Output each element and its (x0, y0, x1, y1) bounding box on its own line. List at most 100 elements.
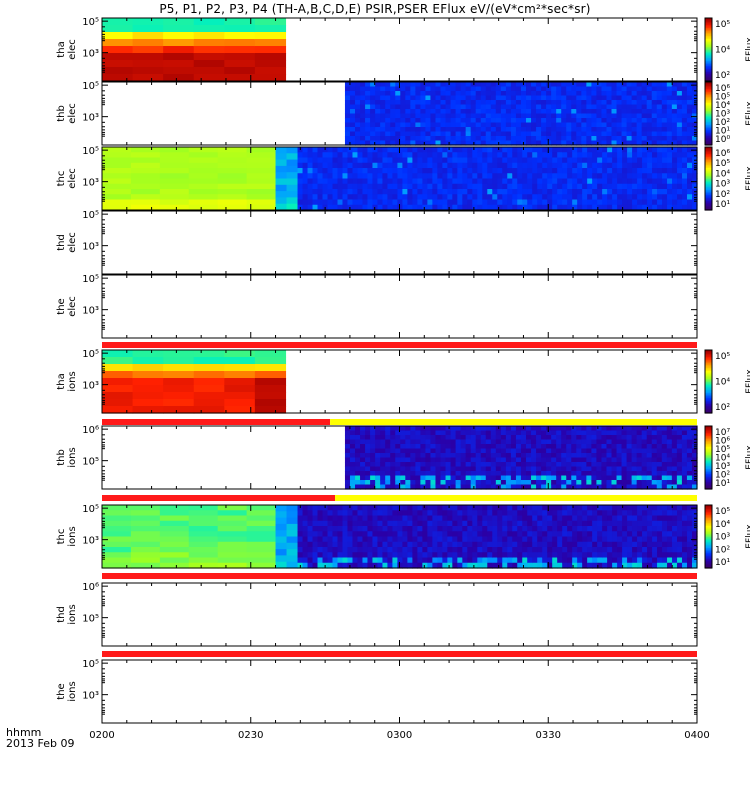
spectrogram-cell (410, 448, 416, 454)
spectrogram-cell (385, 484, 391, 490)
spectrogram-cell (632, 189, 638, 195)
spectrogram-cell (551, 131, 557, 137)
spectrogram-cell (651, 426, 658, 432)
spectrogram-cell (385, 430, 391, 436)
spectrogram-cell (370, 435, 376, 441)
spectrogram-cell (592, 510, 598, 517)
spectrogram-cell (642, 536, 648, 543)
spectrogram-cell (602, 178, 608, 185)
spectrogram-cell (432, 557, 438, 564)
spectrogram-cell (370, 104, 376, 110)
colorbar-segment (705, 463, 712, 466)
spectrogram-cell (577, 531, 583, 538)
spectrogram-cell (470, 457, 477, 463)
spectrogram-cell (526, 426, 532, 432)
spectrogram-cell (542, 505, 548, 511)
spectrogram-cell (480, 82, 487, 88)
spectrogram-cell (337, 168, 344, 174)
spectrogram-cell (382, 199, 389, 206)
spectrogram-cell (536, 109, 542, 115)
spectrogram-cell (557, 547, 563, 553)
spectrogram-cell (355, 430, 361, 436)
spectrogram-cell (505, 82, 512, 88)
spectrogram-cell (507, 536, 513, 543)
spectrogram-cell (224, 392, 256, 400)
spectrogram-cell (445, 453, 452, 459)
spectrogram-cell (687, 515, 693, 522)
spectrogram-cell (485, 462, 492, 468)
spectrogram-cell (317, 536, 324, 543)
spectrogram-cell (193, 406, 225, 414)
spectrogram-cell (627, 531, 633, 538)
spectrogram-cell (687, 178, 693, 185)
spectrogram-cell (497, 183, 503, 190)
spectrogram-cell (302, 541, 309, 548)
spectrogram-cell (611, 430, 618, 436)
spectrogram-cell (681, 457, 688, 463)
spectrogram-cell (601, 453, 608, 459)
spectrogram-cell (397, 547, 403, 553)
spectrogram-cell (362, 505, 369, 511)
spectrogram-cell (520, 127, 527, 133)
spectrogram-cell (532, 173, 538, 180)
spectrogram-cell (390, 113, 396, 119)
spectrogram-cell (541, 113, 547, 119)
spectrogram-cell (385, 462, 391, 468)
spectrogram-cell (517, 173, 523, 180)
spectrogram-cell (395, 122, 401, 128)
spectrogram-cell (440, 466, 447, 472)
spectrogram-cell (217, 505, 248, 511)
spectrogram-cell (510, 435, 517, 441)
spectrogram-cell (467, 541, 473, 548)
spectrogram-cell (537, 520, 543, 527)
spectrogram-cell (317, 162, 324, 169)
y-axis-label-line: elec (67, 232, 78, 253)
spectrogram-cell (132, 364, 164, 372)
spectrogram-cell (275, 523, 288, 531)
spectrogram-cell (667, 178, 673, 185)
spectrogram-cell (462, 189, 468, 195)
spectrogram-cell (405, 100, 411, 106)
spectrogram-cell (601, 484, 608, 490)
spectrogram-cell (455, 95, 462, 101)
spectrogram-cell (360, 453, 366, 459)
spectrogram-cell (302, 510, 309, 517)
spectrogram-cell (312, 152, 319, 159)
spectrogram-cell (591, 466, 598, 472)
colorbar-segment (705, 409, 712, 413)
spectrogram-cell (561, 448, 567, 454)
spectrogram-cell (541, 140, 547, 146)
spectrogram-cell (332, 531, 339, 538)
spectrogram-cell (347, 552, 354, 559)
spectrogram-cell (467, 505, 473, 511)
spectrogram-cell (102, 515, 132, 522)
spectrogram-cell (677, 557, 683, 564)
spectrogram-cell (159, 199, 190, 206)
spectrogram-cell (522, 152, 528, 159)
spectrogram-cell (405, 426, 411, 432)
spectrogram-cell (616, 95, 623, 101)
spectrogram-cell (662, 152, 668, 159)
spectrogram-cell (591, 480, 598, 486)
spectrogram-cell (671, 475, 678, 481)
spectrogram-cell (467, 199, 473, 206)
spectrogram-cell (490, 475, 497, 481)
spectrogram-cell (631, 82, 638, 88)
spectrogram-cell (661, 131, 668, 137)
spectrogram-cell (596, 140, 603, 146)
spectrogram-cell (352, 531, 359, 538)
spectrogram-cell (687, 547, 693, 553)
spectrogram-cell (510, 439, 517, 445)
spectrogram-cell (193, 371, 225, 379)
spectrogram-cell (472, 552, 478, 559)
spectrogram-cell (612, 541, 618, 548)
colorbar-segment (705, 470, 712, 473)
spectrogram-cell (377, 505, 384, 511)
spectrogram-cell (327, 526, 334, 532)
spectrogram-cell (462, 552, 468, 559)
spectrogram-cell (380, 118, 386, 124)
spectrogram-cell (587, 147, 593, 153)
spectrogram-cell (507, 189, 513, 195)
spectrogram-cell (492, 520, 498, 527)
colorbar-segment (705, 41, 712, 44)
